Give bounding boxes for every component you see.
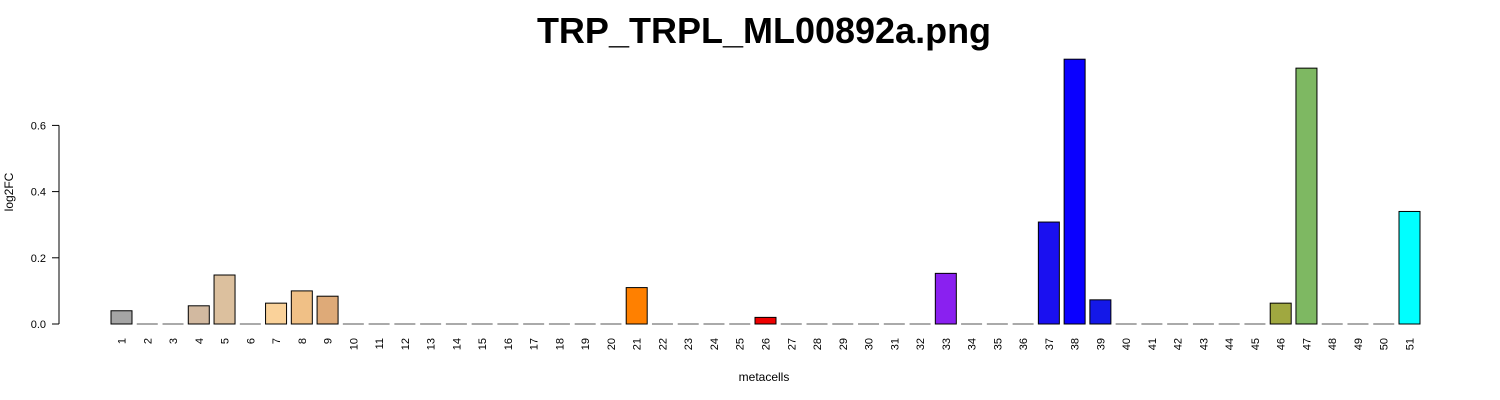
x-tick-label: 24 [709, 338, 721, 350]
x-tick-label: 43 [1198, 338, 1210, 350]
x-tick-label: 32 [915, 338, 927, 350]
bar-metacell-1 [110, 310, 133, 325]
x-tick-label: 7 [271, 338, 283, 344]
bar-metacell-5 [213, 274, 236, 325]
x-tick-label: 25 [735, 338, 747, 350]
bar-metacell-46 [1269, 302, 1292, 325]
x-tick-label: 48 [1327, 338, 1339, 350]
x-tick-label: 50 [1379, 338, 1391, 350]
x-tick-label: 11 [374, 338, 386, 349]
x-tick-label: 45 [1250, 338, 1262, 350]
x-tick-label: 35 [992, 338, 1004, 350]
x-tick-label: 49 [1353, 338, 1365, 350]
x-tick-label: 26 [761, 338, 773, 350]
bars [110, 58, 1421, 325]
x-tick-label: 20 [606, 338, 618, 350]
x-tick-label: 30 [864, 338, 876, 350]
x-tick-label: 40 [1121, 338, 1133, 350]
y-tick-label: 0.4 [31, 187, 46, 199]
x-tick-label: 2 [142, 338, 154, 344]
x-tick-label: 12 [400, 338, 412, 350]
bar-metacell-39 [1089, 299, 1112, 325]
x-tick-label: 3 [168, 338, 180, 344]
x-tick-label: 51 [1405, 338, 1417, 350]
x-tick-label: 37 [1044, 338, 1056, 350]
bar-metacell-37 [1037, 221, 1060, 325]
x-tick-label: 10 [348, 338, 360, 350]
x-tick-label: 28 [812, 338, 824, 350]
y-tick-label: 0.0 [31, 319, 46, 331]
bar-metacell-51 [1398, 210, 1421, 325]
bar-metacell-9 [316, 295, 339, 325]
x-tick-label: 22 [657, 338, 669, 350]
y-tick-label: 0.2 [31, 253, 46, 265]
bar-metacell-8 [290, 290, 313, 325]
x-tick-label: 15 [477, 338, 489, 350]
x-tick-label: 21 [632, 338, 644, 350]
x-tick-label: 38 [1070, 338, 1082, 350]
bar-metacell-26 [754, 316, 777, 325]
bar-metacell-47 [1295, 67, 1318, 325]
y-axis-label: log2FC [2, 172, 16, 211]
bar-metacell-4 [187, 305, 210, 325]
x-tick-label: 5 [220, 338, 232, 344]
x-tick-label: 13 [426, 338, 438, 350]
x-tick-label: 19 [580, 338, 592, 350]
x-tick-label: 42 [1173, 338, 1185, 350]
x-tick-label: 1 [117, 338, 129, 344]
x-tick-labels: 1 2 3 4 5 6 7 8 9 10 11 12 13 14 15 16 17 18 19 20 21 22 23 24 2… [117, 338, 1417, 350]
x-tick-label: 44 [1224, 338, 1236, 350]
x-tick-label: 4 [194, 338, 206, 344]
x-tick-label: 29 [838, 338, 850, 350]
x-axis-label: metacells [739, 370, 790, 384]
x-tick-label: 9 [323, 338, 335, 344]
bar-metacell-21 [625, 287, 648, 325]
x-tick-label: 34 [967, 338, 979, 350]
x-tick-label: 47 [1301, 338, 1313, 350]
x-tick-label: 14 [451, 338, 463, 350]
bar-metacell-33 [934, 272, 957, 325]
x-tick-label: 6 [245, 338, 257, 344]
x-tick-label: 23 [683, 338, 695, 350]
x-tick-label: 41 [1147, 338, 1159, 350]
x-tick-label: 18 [554, 338, 566, 350]
x-tick-label: 16 [503, 338, 515, 350]
x-tick-label: 31 [889, 338, 901, 350]
bar-metacell-38 [1063, 58, 1086, 325]
x-tick-label: 39 [1095, 338, 1107, 350]
bar-metacell-7 [265, 302, 288, 325]
y-axis: 0.0 0.2 0.4 0.6 [31, 120, 60, 331]
x-tick-label: 17 [529, 338, 541, 350]
chart-title: TRP_TRPL_ML00892a.png [537, 10, 991, 51]
y-tick-label: 0.6 [31, 120, 46, 132]
x-tick-label: 33 [941, 338, 953, 350]
x-tick-label: 27 [786, 338, 798, 350]
x-tick-label: 36 [1018, 338, 1030, 350]
x-tick-label: 46 [1276, 338, 1288, 350]
x-tick-label: 8 [297, 338, 309, 344]
